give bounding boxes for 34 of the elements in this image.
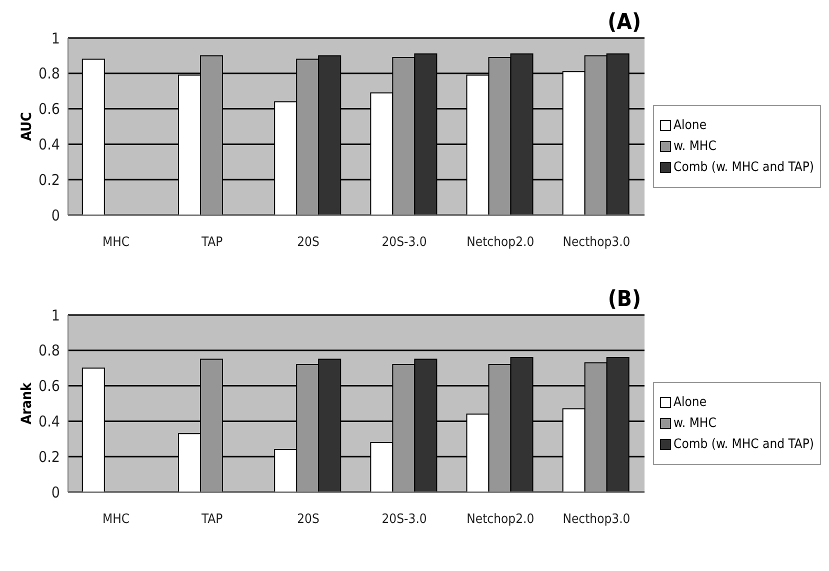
x-tick-label: 20S-3.0 [382,512,427,528]
legend-label: Alone [674,118,707,133]
x-tick-label: TAP [200,235,223,250]
x-tick-label: Necthop3.0 [562,512,630,528]
x-tick-label: MHC [102,512,130,528]
legend-label: Alone [674,395,707,410]
x-tick-label: Netchop2.0 [466,235,534,250]
y-tick-label: 0.4 [38,412,60,431]
y-tick-label: 0.4 [38,136,60,154]
x-tick-label: TAP [200,512,223,528]
y-tick-label: 0.8 [38,342,60,360]
y-tick-label: 0.8 [38,64,60,83]
x-tick-label: 20S [297,235,320,250]
x-tick-label: 20S [297,512,320,528]
x-tick-label: Necthop3.0 [562,235,630,250]
chart-title: (B) [608,287,641,312]
y-tick-label: 1 [51,29,60,48]
chart-title: (A) [608,10,641,35]
y-tick-label: 0 [51,206,60,224]
x-tick-label: MHC [102,235,130,250]
y-tick-label: 0 [51,483,60,502]
legend-label: Comb (w. MHC and TAP) [674,437,814,452]
legend-label: Comb (w. MHC and TAP) [674,160,814,175]
y-tick-label: 0.2 [38,448,60,466]
x-tick-label: Netchop2.0 [466,512,534,528]
y-tick-label: 0.6 [38,377,60,396]
y-tick-label: 1 [51,306,60,324]
y-axis-title: AUC [18,112,35,141]
x-tick-label: 20S-3.0 [382,235,427,250]
y-axis-title: Arank [18,382,35,424]
y-tick-label: 0.2 [38,170,60,189]
legend-label: w. MHC [674,416,716,431]
y-tick-label: 0.6 [38,100,60,118]
legend-label: w. MHC [674,139,716,154]
